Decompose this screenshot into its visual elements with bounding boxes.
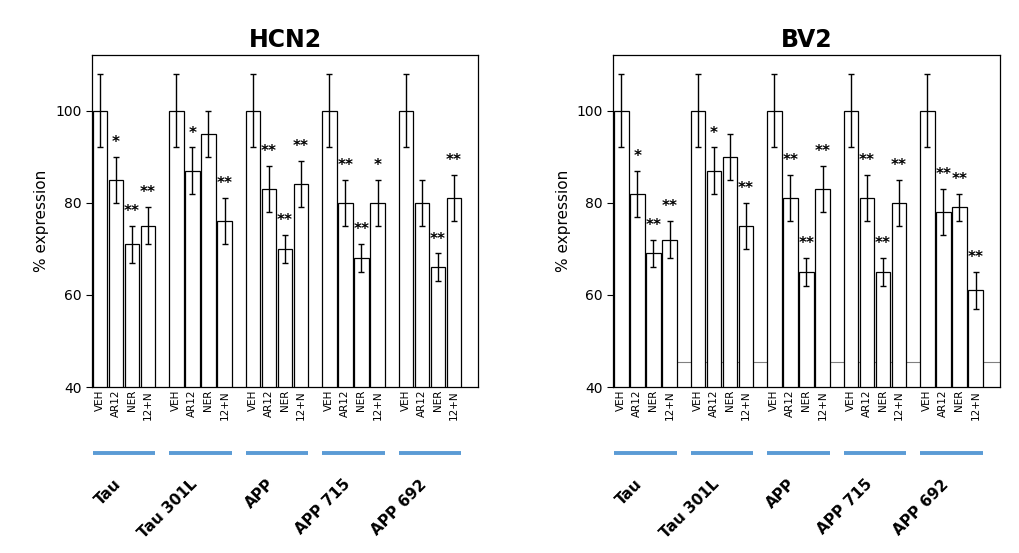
Text: APP: APP bbox=[763, 477, 798, 512]
Bar bbox=[277, 249, 291, 553]
Bar bbox=[354, 258, 368, 553]
Text: APP 715: APP 715 bbox=[813, 477, 874, 538]
Bar bbox=[322, 111, 336, 553]
Bar bbox=[875, 272, 890, 553]
Text: *: * bbox=[633, 149, 641, 164]
Bar bbox=[262, 189, 276, 553]
Bar bbox=[141, 226, 155, 553]
Bar bbox=[766, 111, 781, 553]
Text: **: ** bbox=[951, 171, 966, 187]
Bar bbox=[338, 203, 353, 553]
Bar bbox=[446, 198, 461, 553]
Bar bbox=[799, 272, 813, 553]
Text: APP 715: APP 715 bbox=[292, 477, 353, 538]
Text: *: * bbox=[189, 126, 197, 140]
Text: *: * bbox=[373, 158, 381, 173]
Text: **: ** bbox=[782, 153, 798, 168]
Bar bbox=[169, 111, 183, 553]
Text: **: ** bbox=[216, 176, 232, 191]
Y-axis label: % expression: % expression bbox=[555, 170, 571, 272]
Text: **: ** bbox=[430, 232, 445, 247]
Y-axis label: % expression: % expression bbox=[35, 170, 49, 272]
Text: **: ** bbox=[354, 222, 369, 237]
Bar bbox=[293, 184, 308, 553]
Bar bbox=[124, 244, 139, 553]
Bar bbox=[952, 207, 966, 553]
Bar bbox=[891, 203, 905, 553]
Text: *: * bbox=[709, 126, 717, 140]
Text: **: ** bbox=[661, 199, 677, 215]
Text: **: ** bbox=[292, 139, 309, 154]
Bar bbox=[613, 111, 628, 553]
Bar bbox=[630, 194, 644, 553]
Text: Tau: Tau bbox=[92, 477, 123, 508]
Text: Tau: Tau bbox=[613, 477, 645, 508]
Text: **: ** bbox=[798, 236, 813, 251]
Bar bbox=[646, 253, 660, 553]
Bar bbox=[919, 111, 933, 553]
Bar bbox=[843, 111, 857, 553]
Text: APP: APP bbox=[243, 477, 276, 512]
Bar bbox=[661, 239, 676, 553]
Bar bbox=[185, 170, 200, 553]
Text: **: ** bbox=[337, 158, 353, 173]
Text: APP 692: APP 692 bbox=[890, 477, 951, 538]
Bar bbox=[370, 203, 384, 553]
Bar bbox=[706, 170, 720, 553]
Text: **: ** bbox=[934, 167, 951, 182]
Text: **: ** bbox=[645, 218, 660, 233]
Text: **: ** bbox=[445, 153, 462, 168]
Bar bbox=[217, 221, 231, 553]
Bar bbox=[722, 156, 737, 553]
Text: **: ** bbox=[277, 213, 292, 228]
Text: *: * bbox=[112, 135, 120, 150]
Text: **: ** bbox=[814, 144, 829, 159]
Bar bbox=[415, 203, 429, 553]
Bar bbox=[93, 111, 107, 553]
Bar bbox=[246, 111, 260, 553]
Bar bbox=[690, 111, 704, 553]
Bar bbox=[201, 134, 215, 553]
Text: **: ** bbox=[874, 236, 890, 251]
Bar bbox=[783, 198, 797, 553]
Text: **: ** bbox=[261, 144, 276, 159]
Text: APP 692: APP 692 bbox=[369, 477, 429, 538]
Bar bbox=[398, 111, 413, 553]
Bar bbox=[814, 189, 828, 553]
Bar bbox=[859, 198, 873, 553]
Text: **: ** bbox=[738, 181, 753, 196]
Text: **: ** bbox=[124, 204, 140, 219]
Text: **: ** bbox=[140, 185, 156, 200]
Bar bbox=[935, 212, 950, 553]
Text: **: ** bbox=[967, 250, 982, 265]
Title: BV2: BV2 bbox=[780, 28, 832, 52]
Text: **: ** bbox=[891, 158, 906, 173]
Bar bbox=[430, 267, 444, 553]
Text: Tau 301L: Tau 301L bbox=[656, 477, 721, 541]
Text: Tau 301L: Tau 301L bbox=[136, 477, 200, 541]
Bar bbox=[738, 226, 752, 553]
Bar bbox=[109, 180, 123, 553]
Bar bbox=[967, 290, 981, 553]
Text: **: ** bbox=[858, 153, 874, 168]
Title: HCN2: HCN2 bbox=[249, 28, 321, 52]
